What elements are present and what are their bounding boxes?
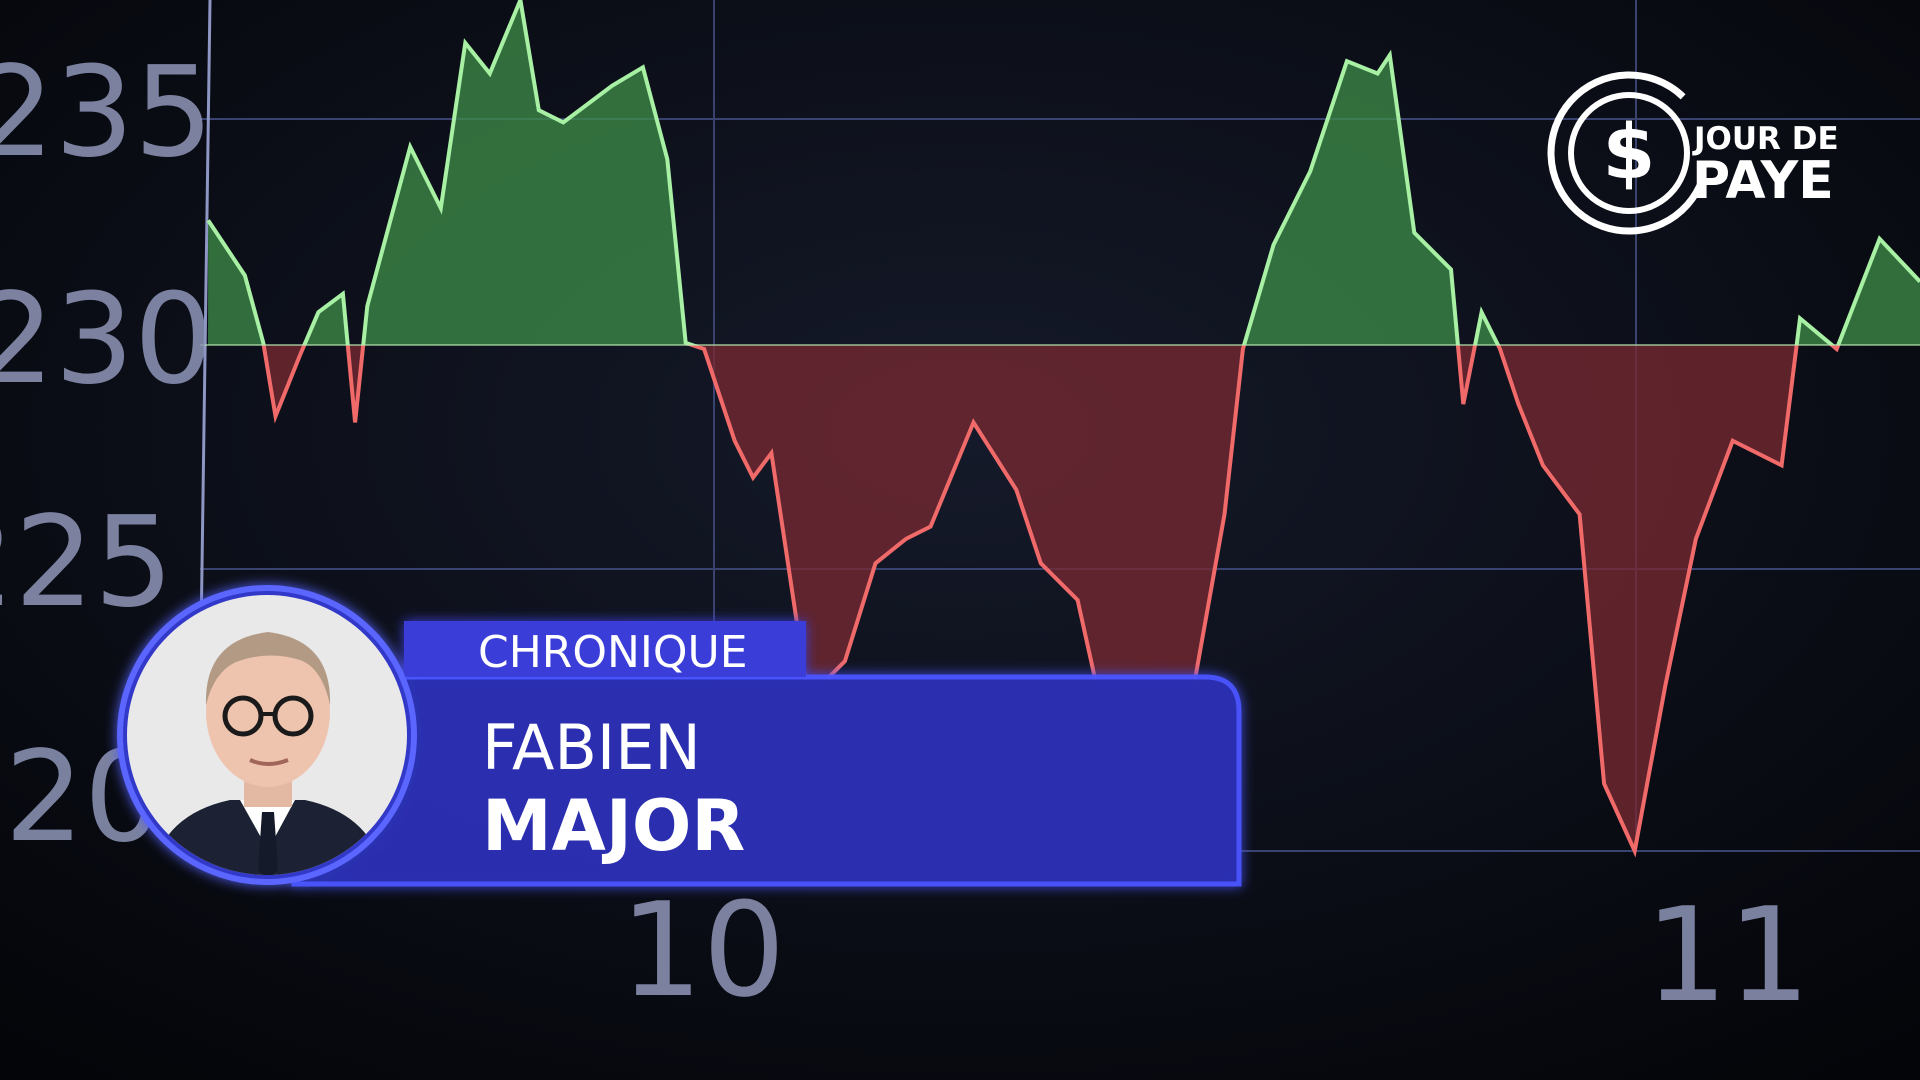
gain-area — [208, 0, 1920, 345]
y-label: 235 — [0, 40, 214, 185]
loss-line — [261, 345, 1841, 858]
x-label: 11 — [1645, 879, 1810, 1031]
y-label: 225 — [0, 490, 174, 635]
avatar-tie — [258, 812, 278, 875]
tag-text: CHRONIQUE — [478, 627, 748, 678]
logo-ring — [1568, 92, 1690, 214]
gain-line — [206, 0, 1920, 345]
loss-area — [208, 345, 1920, 851]
background-chart — [206, 0, 1920, 858]
last-name: MAJOR — [482, 785, 745, 867]
avatar-mouth — [249, 758, 289, 766]
name-panel — [291, 674, 1242, 887]
logo-ring — [1547, 71, 1711, 235]
logo-line2: PAYE — [1692, 151, 1834, 211]
logo-line1: JOUR DE — [1692, 121, 1839, 157]
first-name: FABIEN — [482, 711, 701, 784]
avatar-hair — [205, 632, 331, 705]
logo-symbol: $ — [1603, 107, 1656, 196]
x-label: 10 — [620, 874, 785, 1026]
logo: $ JOUR DE PAYE — [1547, 71, 1839, 235]
y-label: 230 — [0, 267, 214, 412]
avatar — [127, 595, 407, 875]
tag-panel — [404, 621, 806, 677]
